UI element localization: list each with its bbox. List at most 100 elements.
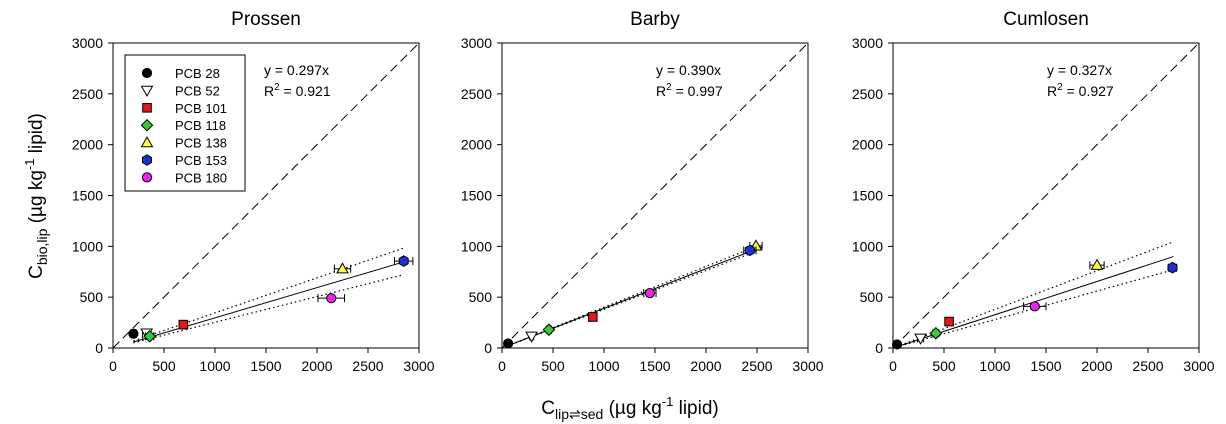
- y-tick-label: 3000: [72, 35, 103, 51]
- legend-item-pcb-101: PCB 101: [142, 101, 227, 116]
- x-axis-label: Clip⇌sed (µg kg-1 lipid): [541, 394, 718, 422]
- marker: [178, 319, 189, 330]
- x-tick-label: 3000: [403, 358, 434, 374]
- legend-label: PCB 52: [175, 83, 220, 98]
- legend-marker: [141, 67, 153, 79]
- y-tick-label: 500: [80, 289, 104, 305]
- data-point-pcb-180: [643, 288, 657, 299]
- r-value: = 0.921: [280, 83, 331, 99]
- x-tick-label: 1500: [639, 358, 670, 374]
- r-label: R: [264, 83, 274, 99]
- r-value: = 0.997: [672, 83, 723, 99]
- x-tick-label: 3000: [792, 358, 823, 374]
- legend-marker: [140, 118, 154, 132]
- y-tick-label: 2500: [72, 86, 103, 102]
- panel-barby: Barby 0 500 1000 1500 2000 2500 3000 0 500 1000 150…: [461, 9, 824, 374]
- legend: PCB 28 PCB 52 PCB 101 PCB 118 PCB 138 PCB 153…: [124, 54, 246, 192]
- x-tick-label: 2000: [301, 358, 332, 374]
- panel-cumlosen: Cumlosen 0 500 1000 1500 2000 2500 3000 0 500 1000…: [852, 9, 1215, 374]
- x-tick-label: 1000: [979, 358, 1010, 374]
- y-tick-label: 3000: [852, 35, 883, 51]
- panel-title: Prossen: [231, 9, 301, 30]
- y-tick-label: 0: [484, 340, 492, 356]
- r-value: = 0.927: [1063, 83, 1114, 99]
- data-point-pcb-138: [333, 262, 352, 274]
- y-tick-label: 0: [875, 340, 883, 356]
- marker: [542, 323, 556, 337]
- marker: [398, 255, 409, 267]
- panel-title: Barby: [630, 9, 680, 30]
- marker: [1029, 301, 1040, 312]
- regression-equation: y = 0.327x: [1047, 62, 1112, 78]
- legend-item-pcb-28: PCB 28: [141, 66, 220, 81]
- legend-marker: [141, 172, 153, 183]
- data-point-pcb-180: [317, 293, 346, 304]
- one-to-one-line: [892, 42, 1200, 349]
- marker: [128, 328, 139, 339]
- x-tick-label: 2500: [741, 358, 772, 374]
- confidence-band-upper: [133, 247, 404, 342]
- data-point-pcb-101: [587, 312, 598, 322]
- marker: [143, 330, 157, 343]
- regression-equation: y = 0.297x: [264, 62, 329, 78]
- y-tick-label: 2000: [72, 137, 103, 153]
- data-point-pcb-153: [1167, 261, 1178, 274]
- r-sup: 2: [1057, 82, 1063, 93]
- marker: [1167, 261, 1178, 274]
- y-tick-label: 1000: [852, 238, 883, 254]
- marker: [644, 288, 656, 299]
- data-point-pcb-118: [542, 323, 556, 337]
- r-squared: R2 = 0.921: [264, 82, 331, 99]
- regression-line: [133, 261, 404, 343]
- confidence-band-lower: [133, 274, 404, 344]
- marker: [1090, 258, 1104, 270]
- legend-marker: [140, 85, 154, 97]
- legend-item-pcb-138: PCB 138: [140, 136, 227, 151]
- y-tick-label: 2000: [852, 137, 883, 153]
- one-to-one-line: [112, 42, 420, 349]
- r-sup: 2: [274, 82, 280, 93]
- x-tick-label: 500: [541, 358, 565, 374]
- r-squared: R2 = 0.927: [1047, 82, 1114, 99]
- data-point-pcb-138: [1089, 258, 1105, 270]
- y-tick-label: 2500: [461, 86, 492, 102]
- y-tick-label: 1000: [72, 238, 103, 254]
- data-point-pcb-118: [143, 330, 157, 343]
- x-tick-label: 0: [109, 358, 117, 374]
- y-tick-label: 1000: [461, 238, 492, 254]
- marker: [525, 331, 538, 343]
- x-tick-label: 500: [932, 358, 956, 374]
- legend-marker: [142, 154, 152, 166]
- x-tick-label: 2000: [690, 358, 721, 374]
- x-tick-label: 2500: [352, 358, 383, 374]
- legend-label: PCB 101: [175, 101, 227, 116]
- y-tick-label: 1500: [852, 188, 883, 204]
- r-label: R: [656, 83, 666, 99]
- legend-label: PCB 153: [175, 153, 227, 168]
- regression-equation: y = 0.390x: [656, 62, 721, 78]
- marker: [587, 312, 598, 322]
- y-tick-label: 2500: [852, 86, 883, 102]
- r-sup: 2: [666, 82, 672, 93]
- x-tick-label: 1500: [250, 358, 281, 374]
- legend-label: PCB 180: [175, 170, 227, 185]
- y-tick-label: 1500: [72, 188, 103, 204]
- data-point-pcb-28: [503, 338, 514, 349]
- data-point-pcb-153: [394, 255, 414, 267]
- x-tick-label: 2000: [1081, 358, 1112, 374]
- legend-label: PCB 138: [175, 136, 227, 151]
- legend-item-pcb-180: PCB 180: [141, 170, 227, 185]
- y-axis-label: Cbio,lip (µg kg-1 lipid): [22, 113, 50, 279]
- data-point-pcb-52: [525, 331, 538, 343]
- legend-item-pcb-153: PCB 153: [142, 153, 227, 168]
- marker: [914, 333, 927, 345]
- x-tick-label: 1000: [588, 358, 619, 374]
- x-tick-label: 0: [498, 358, 506, 374]
- marker: [336, 262, 349, 274]
- marker: [891, 339, 903, 350]
- marker: [929, 326, 943, 340]
- x-tick-label: 2500: [1132, 358, 1163, 374]
- y-tick-label: 500: [469, 289, 493, 305]
- data-point-pcb-28: [128, 328, 139, 339]
